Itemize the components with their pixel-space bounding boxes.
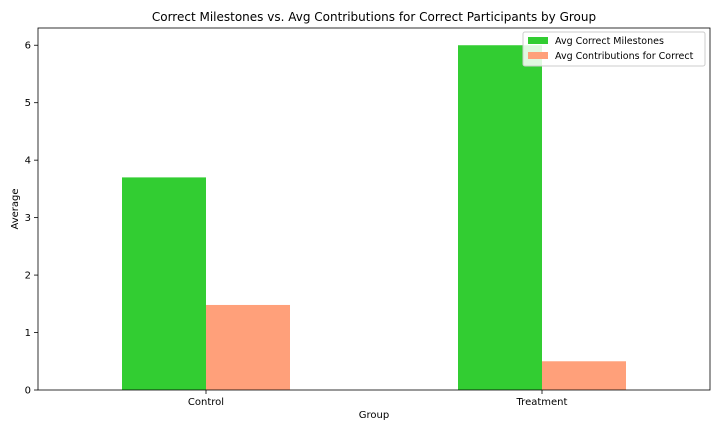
y-tick-label: 2 xyxy=(25,271,31,282)
y-tick-label: 4 xyxy=(25,156,31,167)
x-axis: Control Treatment xyxy=(188,390,568,408)
legend-swatch xyxy=(528,37,548,44)
y-tick-label: 3 xyxy=(25,213,31,224)
bar-contributions-control xyxy=(206,304,290,390)
legend-frame xyxy=(522,31,706,67)
y-axis-label: Average xyxy=(10,188,21,229)
legend-swatch xyxy=(528,52,548,59)
y-axis: 0 1 2 3 4 5 6 xyxy=(25,41,38,397)
legend-label: Avg Correct Milestones xyxy=(555,36,664,47)
legend-label: Avg Contributions for Correct xyxy=(555,51,694,62)
y-tick-label: 5 xyxy=(25,98,31,109)
x-tick-label: Treatment xyxy=(516,397,568,408)
plot-frame xyxy=(37,27,711,391)
bar-milestones-control xyxy=(122,177,206,390)
legend: Avg Correct Milestones Avg Contributions … xyxy=(522,31,706,67)
bars-layer xyxy=(122,45,626,390)
y-tick-label: 6 xyxy=(25,41,31,52)
x-tick-label: Control xyxy=(188,397,224,408)
chart-title: Correct Milestones vs. Avg Contributions… xyxy=(152,10,596,24)
bar-milestones-treatment xyxy=(458,45,542,390)
y-tick-label: 1 xyxy=(25,328,31,339)
y-tick-label: 0 xyxy=(25,386,31,397)
bar-contributions-treatment xyxy=(542,361,626,390)
x-axis-label: Group xyxy=(359,410,389,421)
